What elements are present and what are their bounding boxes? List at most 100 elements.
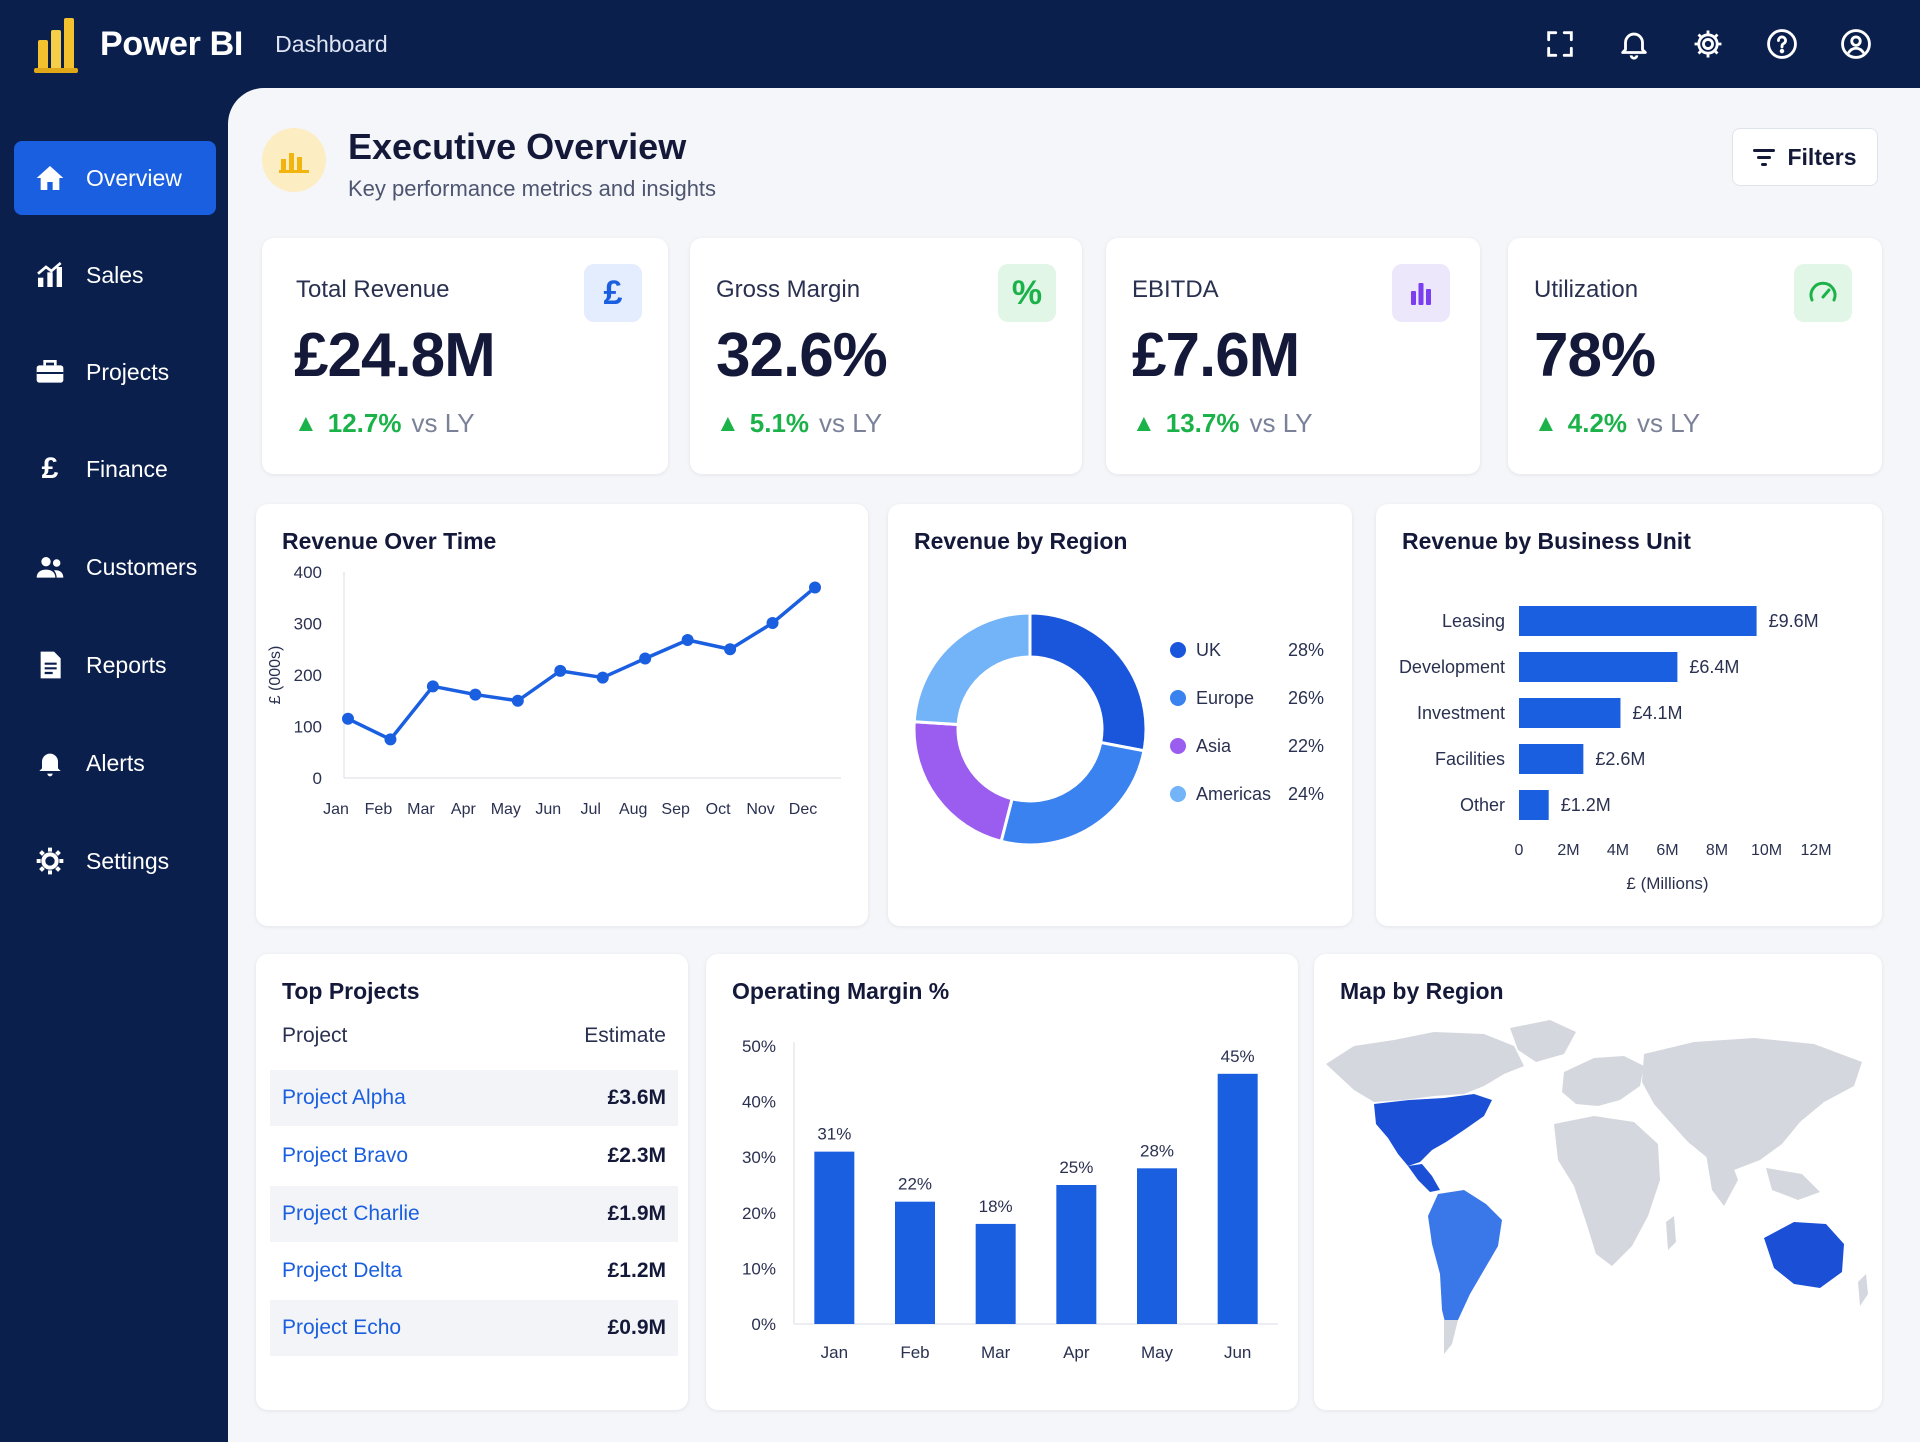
bar-chart-icon <box>279 153 309 173</box>
map-region-patagonia <box>1444 1320 1458 1354</box>
table-row[interactable]: Project Alpha £3.6M <box>270 1070 678 1126</box>
kpi-label: Total Revenue <box>296 276 450 303</box>
y-axis-label: £ (000s) <box>267 646 284 705</box>
y-tick-label: 10% <box>742 1259 776 1278</box>
kpi-value: 78% <box>1534 321 1656 390</box>
donut-slice-europe <box>999 740 1146 847</box>
bell-icon <box>1621 32 1647 60</box>
map-region-europe <box>1562 1056 1644 1106</box>
breadcrumb[interactable]: Dashboard <box>275 30 388 57</box>
settings-button[interactable] <box>1684 20 1732 68</box>
x-tick-label: May <box>1141 1343 1174 1362</box>
x-tick-label: 8M <box>1706 842 1728 859</box>
column-header-estimate[interactable]: Estimate <box>584 1024 666 1047</box>
data-point <box>681 633 694 646</box>
legend-value: 24% <box>1288 784 1324 804</box>
region-donut-chart[interactable]: UK 28% Europe 26% Asia 22% Americas 24% <box>888 504 1352 926</box>
sidebar-item-alerts[interactable]: Alerts <box>14 726 216 800</box>
account-button[interactable] <box>1832 20 1880 68</box>
revenue-line-chart[interactable]: 0 100 200 300 400 £ (000s) Jan Feb Mar Apr May Jun J… <box>256 504 868 926</box>
map-region-new-zealand <box>1858 1274 1868 1306</box>
table-row[interactable]: Project Bravo £2.3M <box>270 1128 678 1184</box>
business-unit-bar-chart[interactable]: Leasing £9.6M Development £6.4M Investment £4… <box>1376 504 1882 926</box>
legend-swatch <box>1170 738 1186 754</box>
bell-icon <box>34 747 66 779</box>
world-map[interactable] <box>1314 954 1882 1410</box>
map-region-madagascar <box>1666 1216 1676 1250</box>
bar <box>1519 790 1549 820</box>
bar-value-label: 25% <box>1059 1158 1093 1177</box>
x-tick-label: 10M <box>1751 842 1782 859</box>
kpi-card-ebitda[interactable]: EBITDA £7.6M ▲ 13.7% vs LY <box>1106 238 1480 474</box>
legend-label: UK <box>1196 640 1221 660</box>
kpi-card-utilization[interactable]: Utilization 78% ▲ 4.2% vs LY <box>1508 238 1882 474</box>
project-link[interactable]: Project Charlie <box>282 1202 420 1225</box>
x-tick-label: 0 <box>1515 842 1524 859</box>
x-tick-label: 4M <box>1607 842 1629 859</box>
operating-margin-card: Operating Margin % 0% 10% 20% 30% 40% 50% 31% J… <box>706 954 1298 1410</box>
top-actions <box>1536 20 1880 68</box>
help-button[interactable] <box>1758 20 1806 68</box>
bar <box>1217 1073 1258 1324</box>
y-tick-label: 0% <box>751 1315 776 1334</box>
x-tick-label: Jan <box>323 801 349 818</box>
card-title: Top Projects <box>282 978 420 1004</box>
trend-up-icon: ▲ <box>1132 409 1156 437</box>
map-region-greenland <box>1510 1020 1576 1062</box>
sidebar-item-projects[interactable]: Projects <box>14 335 216 409</box>
card-title: Operating Margin % <box>732 978 950 1004</box>
kpi-card-total-revenue[interactable]: Total Revenue £ £24.8M ▲ 12.7% vs LY <box>262 238 668 474</box>
operating-margin-bar-chart[interactable]: 0% 10% 20% 30% 40% 50% 31% Jan 22% Feb 18% Mar 25% Ap… <box>706 954 1298 1410</box>
sidebar-item-sales[interactable]: Sales <box>14 238 216 312</box>
fullscreen-button[interactable] <box>1536 20 1584 68</box>
x-tick-label: Jun <box>535 801 561 818</box>
category-label: Facilities <box>1435 749 1505 769</box>
sidebar-item-label: Alerts <box>86 749 145 776</box>
kpi-card-gross-margin[interactable]: Gross Margin % 32.6% ▲ 5.1% vs LY <box>690 238 1082 474</box>
bar-chart-icon <box>1392 264 1450 322</box>
filters-button[interactable]: Filters <box>1732 128 1878 186</box>
sidebar-item-reports[interactable]: Reports <box>14 628 216 702</box>
sidebar-item-label: Customers <box>86 553 198 580</box>
kpi-value: £7.6M <box>1132 321 1300 390</box>
project-link[interactable]: Project Echo <box>282 1316 402 1339</box>
kpi-value: £24.8M <box>294 321 496 390</box>
table-row[interactable]: Project Delta £1.2M <box>270 1243 678 1299</box>
briefcase-icon <box>34 356 66 388</box>
users-icon <box>34 551 66 583</box>
x-tick-label: Apr <box>451 801 477 818</box>
brand[interactable]: Power BI <box>32 12 243 76</box>
data-point <box>554 664 567 677</box>
sidebar-item-customers[interactable]: Customers <box>14 530 216 604</box>
data-point <box>469 688 482 701</box>
sales-chart-icon <box>34 259 66 291</box>
table-row[interactable]: Project Echo £0.9M <box>270 1300 678 1356</box>
revenue-series-line <box>347 586 817 742</box>
column-header-project[interactable]: Project <box>282 1024 348 1047</box>
sidebar-item-settings[interactable]: Settings <box>14 824 216 898</box>
sidebar-item-overview[interactable]: Overview <box>14 141 216 215</box>
sidebar-item-label: Sales <box>86 261 144 288</box>
data-point <box>596 671 609 684</box>
donut-slice-americas <box>912 611 1032 727</box>
donut-slice-asia <box>912 720 1014 844</box>
home-icon <box>34 162 66 194</box>
trend-up-icon: ▲ <box>1534 409 1558 437</box>
kpi-comparison: vs LY <box>1249 408 1313 438</box>
y-tick-label: 300 <box>294 615 322 634</box>
notifications-button[interactable] <box>1610 20 1658 68</box>
project-estimate: £2.3M <box>607 1144 666 1167</box>
x-tick-label: Dec <box>789 801 817 818</box>
sidebar-item-finance[interactable]: £ Finance <box>14 432 216 506</box>
kpi-label: Gross Margin <box>716 276 861 303</box>
project-link[interactable]: Project Delta <box>282 1259 403 1282</box>
project-link[interactable]: Project Alpha <box>282 1086 406 1109</box>
project-link[interactable]: Project Bravo <box>282 1144 409 1167</box>
bar-value-label: £2.6M <box>1595 749 1645 769</box>
gauge-icon <box>1794 264 1852 322</box>
y-tick-label: 0 <box>313 769 322 788</box>
sidebar-item-label: Reports <box>86 651 167 678</box>
bar-value-label: 28% <box>1140 1141 1174 1160</box>
kpi-label: Utilization <box>1534 276 1639 303</box>
table-row[interactable]: Project Charlie £1.9M <box>270 1186 678 1242</box>
